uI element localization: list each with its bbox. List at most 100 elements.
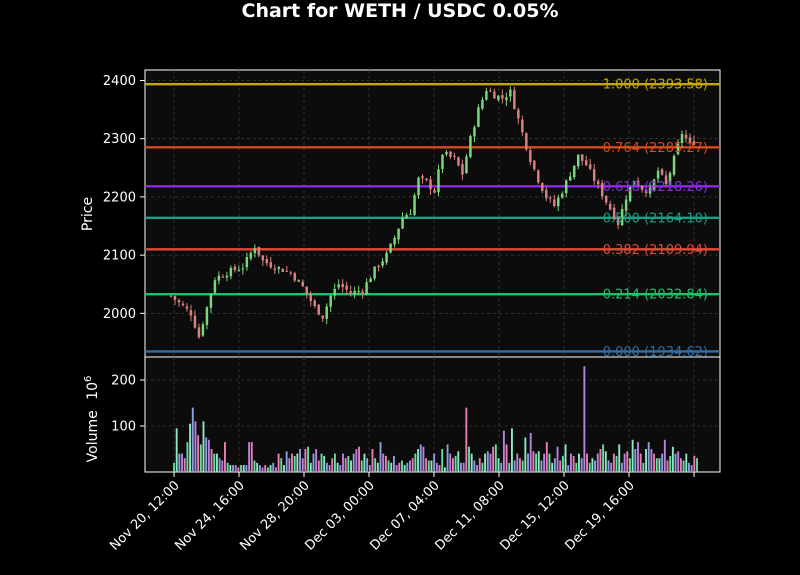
candle-body xyxy=(381,261,384,266)
volume-bar xyxy=(610,462,613,472)
volume-bar xyxy=(229,465,232,472)
candle-body xyxy=(660,169,664,175)
x-tick-label: Dec 07, 04:00 xyxy=(367,478,442,553)
volume-bar xyxy=(183,458,186,472)
svg-text:Volume 106: Volume 106 xyxy=(83,376,101,463)
volume-bar xyxy=(288,458,291,472)
volume-bar xyxy=(280,458,283,472)
candle-body xyxy=(596,181,600,185)
candle-body xyxy=(525,133,528,150)
volume-bar xyxy=(629,458,631,472)
candle-body xyxy=(692,141,696,145)
price-y-tick-label: 2000 xyxy=(103,307,136,322)
volume-bar xyxy=(505,444,508,472)
fib-level-label: 0.382 (2109.94) xyxy=(603,243,708,258)
candle-body xyxy=(580,154,584,161)
volume-bar xyxy=(433,453,436,472)
volume-bar xyxy=(350,460,352,472)
volume-bar xyxy=(283,465,285,472)
volume-bar xyxy=(543,453,546,472)
volume-bar xyxy=(685,453,688,472)
candle-body xyxy=(325,306,328,319)
candle-body xyxy=(293,273,297,281)
volume-bar xyxy=(256,462,259,472)
volume-bar xyxy=(213,453,216,472)
candle-body xyxy=(576,154,580,167)
candle-body xyxy=(568,176,572,181)
volume-bar xyxy=(194,421,197,472)
volume-bar xyxy=(293,455,296,472)
candle-body xyxy=(688,137,692,143)
volume-bar xyxy=(626,451,629,472)
candle-body xyxy=(365,282,368,295)
volume-bar xyxy=(465,407,468,472)
volume-bar xyxy=(272,462,275,472)
volume-bar xyxy=(508,462,511,472)
candle-body xyxy=(393,237,396,245)
candle-body xyxy=(409,214,412,216)
volume-bar xyxy=(197,435,200,472)
candle-body xyxy=(513,90,516,110)
volume-bar xyxy=(489,453,492,472)
volume-bar xyxy=(580,458,583,472)
volume-bar xyxy=(355,449,358,472)
candle-body xyxy=(684,134,688,139)
volume-bar xyxy=(642,462,645,472)
volume-bar xyxy=(339,465,342,472)
volume-bar xyxy=(446,444,449,472)
price-axis-label: Price xyxy=(80,197,96,231)
volume-bar xyxy=(545,442,548,472)
candle-body xyxy=(341,283,344,288)
volume-bar xyxy=(521,460,524,472)
fib-level-label: 0.618 (2218.26) xyxy=(603,180,708,195)
candle-body xyxy=(664,175,668,185)
volume-bar xyxy=(551,462,554,472)
volume-bar xyxy=(379,442,382,472)
candle-body xyxy=(297,280,300,282)
volume-bar xyxy=(655,458,658,472)
candle-body xyxy=(509,89,512,97)
candle-body xyxy=(301,281,304,287)
volume-panel: 100 200 Volume 106 xyxy=(83,356,721,473)
volume-bar xyxy=(564,444,567,472)
volume-bar xyxy=(258,465,261,472)
fib-level-label: 0.500 (2164.10) xyxy=(603,211,708,226)
volume-bar xyxy=(419,444,422,472)
volume-bar xyxy=(653,453,656,472)
volume-bar xyxy=(639,453,642,472)
candle-body xyxy=(652,179,656,190)
volume-bar xyxy=(392,455,395,472)
volume-bar xyxy=(604,451,607,472)
volume-bar xyxy=(559,460,562,472)
price-y-tick-label: 2200 xyxy=(103,190,136,205)
candle-body xyxy=(209,293,213,308)
candle-body xyxy=(189,310,193,316)
volume-bar xyxy=(178,453,181,472)
candle-body xyxy=(233,266,237,271)
volume-bar xyxy=(207,439,210,472)
candle-body xyxy=(600,183,604,197)
volume-bar xyxy=(513,460,516,472)
volume-bar xyxy=(620,462,623,472)
volume-bar xyxy=(451,458,454,472)
volume-y-tick-label: 200 xyxy=(111,374,136,389)
candle-body xyxy=(640,185,644,190)
candle-body xyxy=(205,307,209,325)
volume-bar xyxy=(384,455,387,472)
candle-body xyxy=(656,170,660,179)
candle-body xyxy=(529,150,532,163)
volume-bar xyxy=(612,453,615,472)
volume-bar xyxy=(323,455,326,472)
candle-body xyxy=(628,187,632,202)
candle-body xyxy=(453,155,456,157)
candle-body xyxy=(549,197,552,199)
volume-bar xyxy=(454,455,457,472)
candle-body xyxy=(425,178,428,181)
volume-bar xyxy=(248,442,251,472)
candle-body xyxy=(349,291,352,294)
volume-bar xyxy=(274,467,277,472)
volume-bar xyxy=(242,465,245,472)
volume-bar xyxy=(462,462,465,472)
candle-body xyxy=(541,182,544,191)
candle-body xyxy=(437,169,440,193)
